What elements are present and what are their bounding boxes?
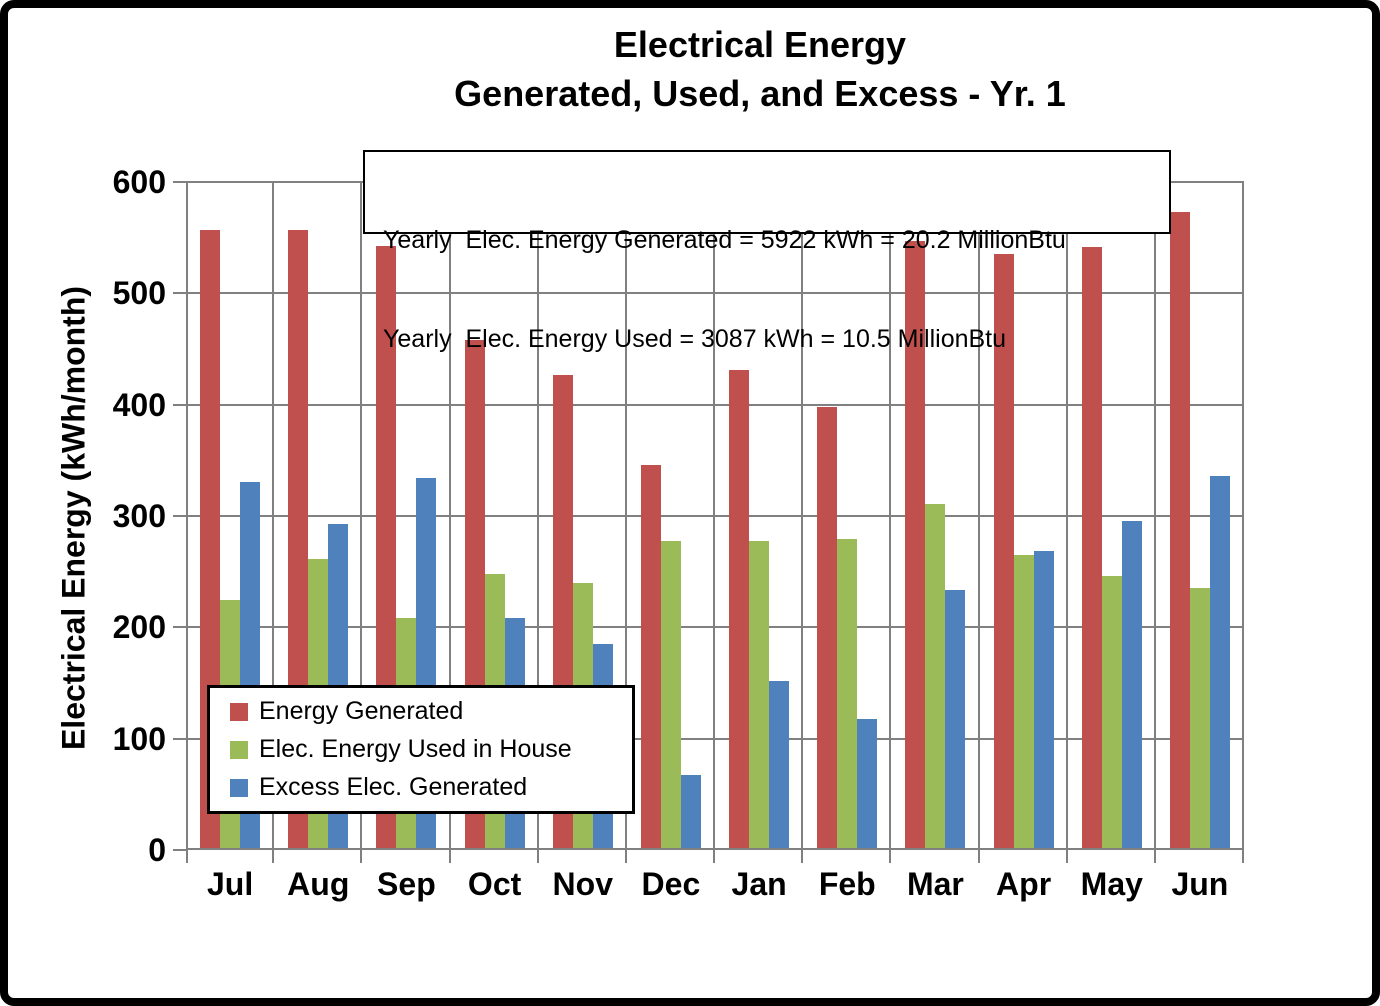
bar-energy-generated-dec xyxy=(640,464,661,850)
bar-energy-generated-may xyxy=(1081,246,1102,850)
bar-elec-energy-used-in-house-jun xyxy=(1189,588,1210,850)
annotation-box: Yearly Elec. Energy Generated = 5922 kWh… xyxy=(363,150,1171,353)
gridline-x-5 xyxy=(625,182,627,850)
bar-energy-generated-apr xyxy=(993,254,1014,850)
bar-energy-generated-mar xyxy=(905,241,926,850)
bar-elec-energy-used-in-house-dec xyxy=(660,540,681,850)
gridline-x-9 xyxy=(978,182,980,850)
y-tick-label-100: 100 xyxy=(112,720,166,757)
gridline-x-6 xyxy=(713,182,715,850)
legend-row: Elec. Energy Used in House xyxy=(230,735,632,764)
x-tick-label-sep: Sep xyxy=(377,866,436,902)
x-tick-1 xyxy=(272,850,274,863)
gridline-x-2 xyxy=(360,182,362,850)
x-tick-label-aug: Aug xyxy=(287,866,350,902)
gridline-y-400 xyxy=(186,403,1244,406)
x-tick-label-oct: Oct xyxy=(467,866,522,902)
gridline-y-100 xyxy=(186,737,1244,740)
gridline-x-7 xyxy=(801,182,803,850)
x-tick-0 xyxy=(186,850,188,863)
y-tick-600 xyxy=(173,181,186,183)
bar-excess-elec-generated-feb xyxy=(857,718,878,850)
legend-marker-icon xyxy=(230,702,248,721)
bar-energy-generated-feb xyxy=(817,406,838,850)
gridline-y-300 xyxy=(186,515,1244,517)
x-tick-label-jul: Jul xyxy=(206,866,254,902)
x-tick-label-jan: Jan xyxy=(731,866,787,902)
x-tick-label-feb: Feb xyxy=(818,866,876,902)
bar-excess-elec-generated-may xyxy=(1121,520,1142,850)
x-tick-label-nov: Nov xyxy=(552,866,613,902)
chart-title: Electrical Energy Generated, Used, and E… xyxy=(130,20,1372,118)
bar-excess-elec-generated-jun xyxy=(1209,475,1230,850)
y-tick-300 xyxy=(173,515,186,517)
x-axis-line xyxy=(186,848,1244,850)
bar-elec-energy-used-in-house-jan xyxy=(749,540,770,850)
x-tick-4 xyxy=(537,850,539,863)
annotation-line2: Yearly Elec. Energy Used = 3087 kWh = 10… xyxy=(383,325,1007,353)
x-tick-11 xyxy=(1154,850,1156,863)
bar-excess-elec-generated-jan xyxy=(769,680,790,850)
x-tick-label-dec: Dec xyxy=(641,866,701,902)
y-tick-label-200: 200 xyxy=(112,609,166,646)
x-tick-12 xyxy=(1242,850,1244,863)
gridline-x-1 xyxy=(272,182,274,850)
gridline-x-0 xyxy=(186,182,188,850)
x-tick-5 xyxy=(625,850,627,863)
x-tick-label-mar: Mar xyxy=(906,866,964,902)
legend-label: Elec. Energy Used in House xyxy=(259,735,572,763)
y-tick-label-500: 500 xyxy=(112,275,166,312)
x-tick-2 xyxy=(360,850,362,863)
bar-excess-elec-generated-mar xyxy=(945,589,966,850)
x-tick-label-apr: Apr xyxy=(996,866,1052,902)
y-tick-100 xyxy=(173,737,186,740)
bar-elec-energy-used-in-house-may xyxy=(1101,576,1122,850)
bar-energy-generated-jan xyxy=(729,370,750,850)
legend-label: Excess Elec. Generated xyxy=(259,773,528,801)
annotation-line1: Yearly Elec. Energy Generated = 5922 kWh… xyxy=(383,226,1066,254)
chart-title-line1: Electrical Energy xyxy=(613,24,907,65)
legend: Energy Generated Elec. Energy Used in Hou… xyxy=(207,685,635,814)
x-tick-9 xyxy=(978,850,980,863)
legend-row: Energy Generated xyxy=(230,697,632,726)
y-tick-label-400: 400 xyxy=(112,386,166,423)
legend-row: Excess Elec. Generated xyxy=(230,773,632,802)
x-tick-7 xyxy=(801,850,803,863)
y-tick-label-300: 300 xyxy=(112,498,166,534)
bar-elec-energy-used-in-house-feb xyxy=(837,539,858,850)
gridline-x-10 xyxy=(1066,182,1068,850)
bar-excess-elec-generated-dec xyxy=(680,775,701,850)
bar-energy-generated-jun xyxy=(1169,212,1190,850)
x-tick-label-jun: Jun xyxy=(1171,866,1229,902)
y-tick-500 xyxy=(173,292,186,295)
chart-title-line2: Generated, Used, and Excess - Yr. 1 xyxy=(454,73,1066,114)
gridline-x-4 xyxy=(537,182,539,850)
bar-elec-energy-used-in-house-apr xyxy=(1013,555,1034,850)
x-tick-label-may: May xyxy=(1080,866,1143,902)
y-tick-400 xyxy=(173,403,186,406)
bar-elec-energy-used-in-house-mar xyxy=(925,503,946,850)
x-tick-8 xyxy=(889,850,891,863)
y-tick-label-0: 0 xyxy=(148,832,166,868)
gridline-x-12 xyxy=(1242,182,1244,850)
bar-excess-elec-generated-apr xyxy=(1033,550,1054,850)
x-tick-6 xyxy=(713,850,715,863)
x-tick-3 xyxy=(449,850,451,863)
gridline-x-3 xyxy=(449,182,451,850)
y-tick-label-600: 600 xyxy=(112,164,166,200)
legend-marker-icon xyxy=(230,778,248,797)
legend-marker-icon xyxy=(230,740,248,759)
y-tick-200 xyxy=(173,626,186,629)
y-tick-0 xyxy=(173,849,186,851)
gridline-x-8 xyxy=(889,182,891,850)
gridline-y-200 xyxy=(186,626,1244,629)
legend-label: Energy Generated xyxy=(259,697,464,725)
gridline-x-11 xyxy=(1154,182,1156,850)
x-tick-10 xyxy=(1066,850,1068,863)
gridline-y-500 xyxy=(186,292,1244,295)
